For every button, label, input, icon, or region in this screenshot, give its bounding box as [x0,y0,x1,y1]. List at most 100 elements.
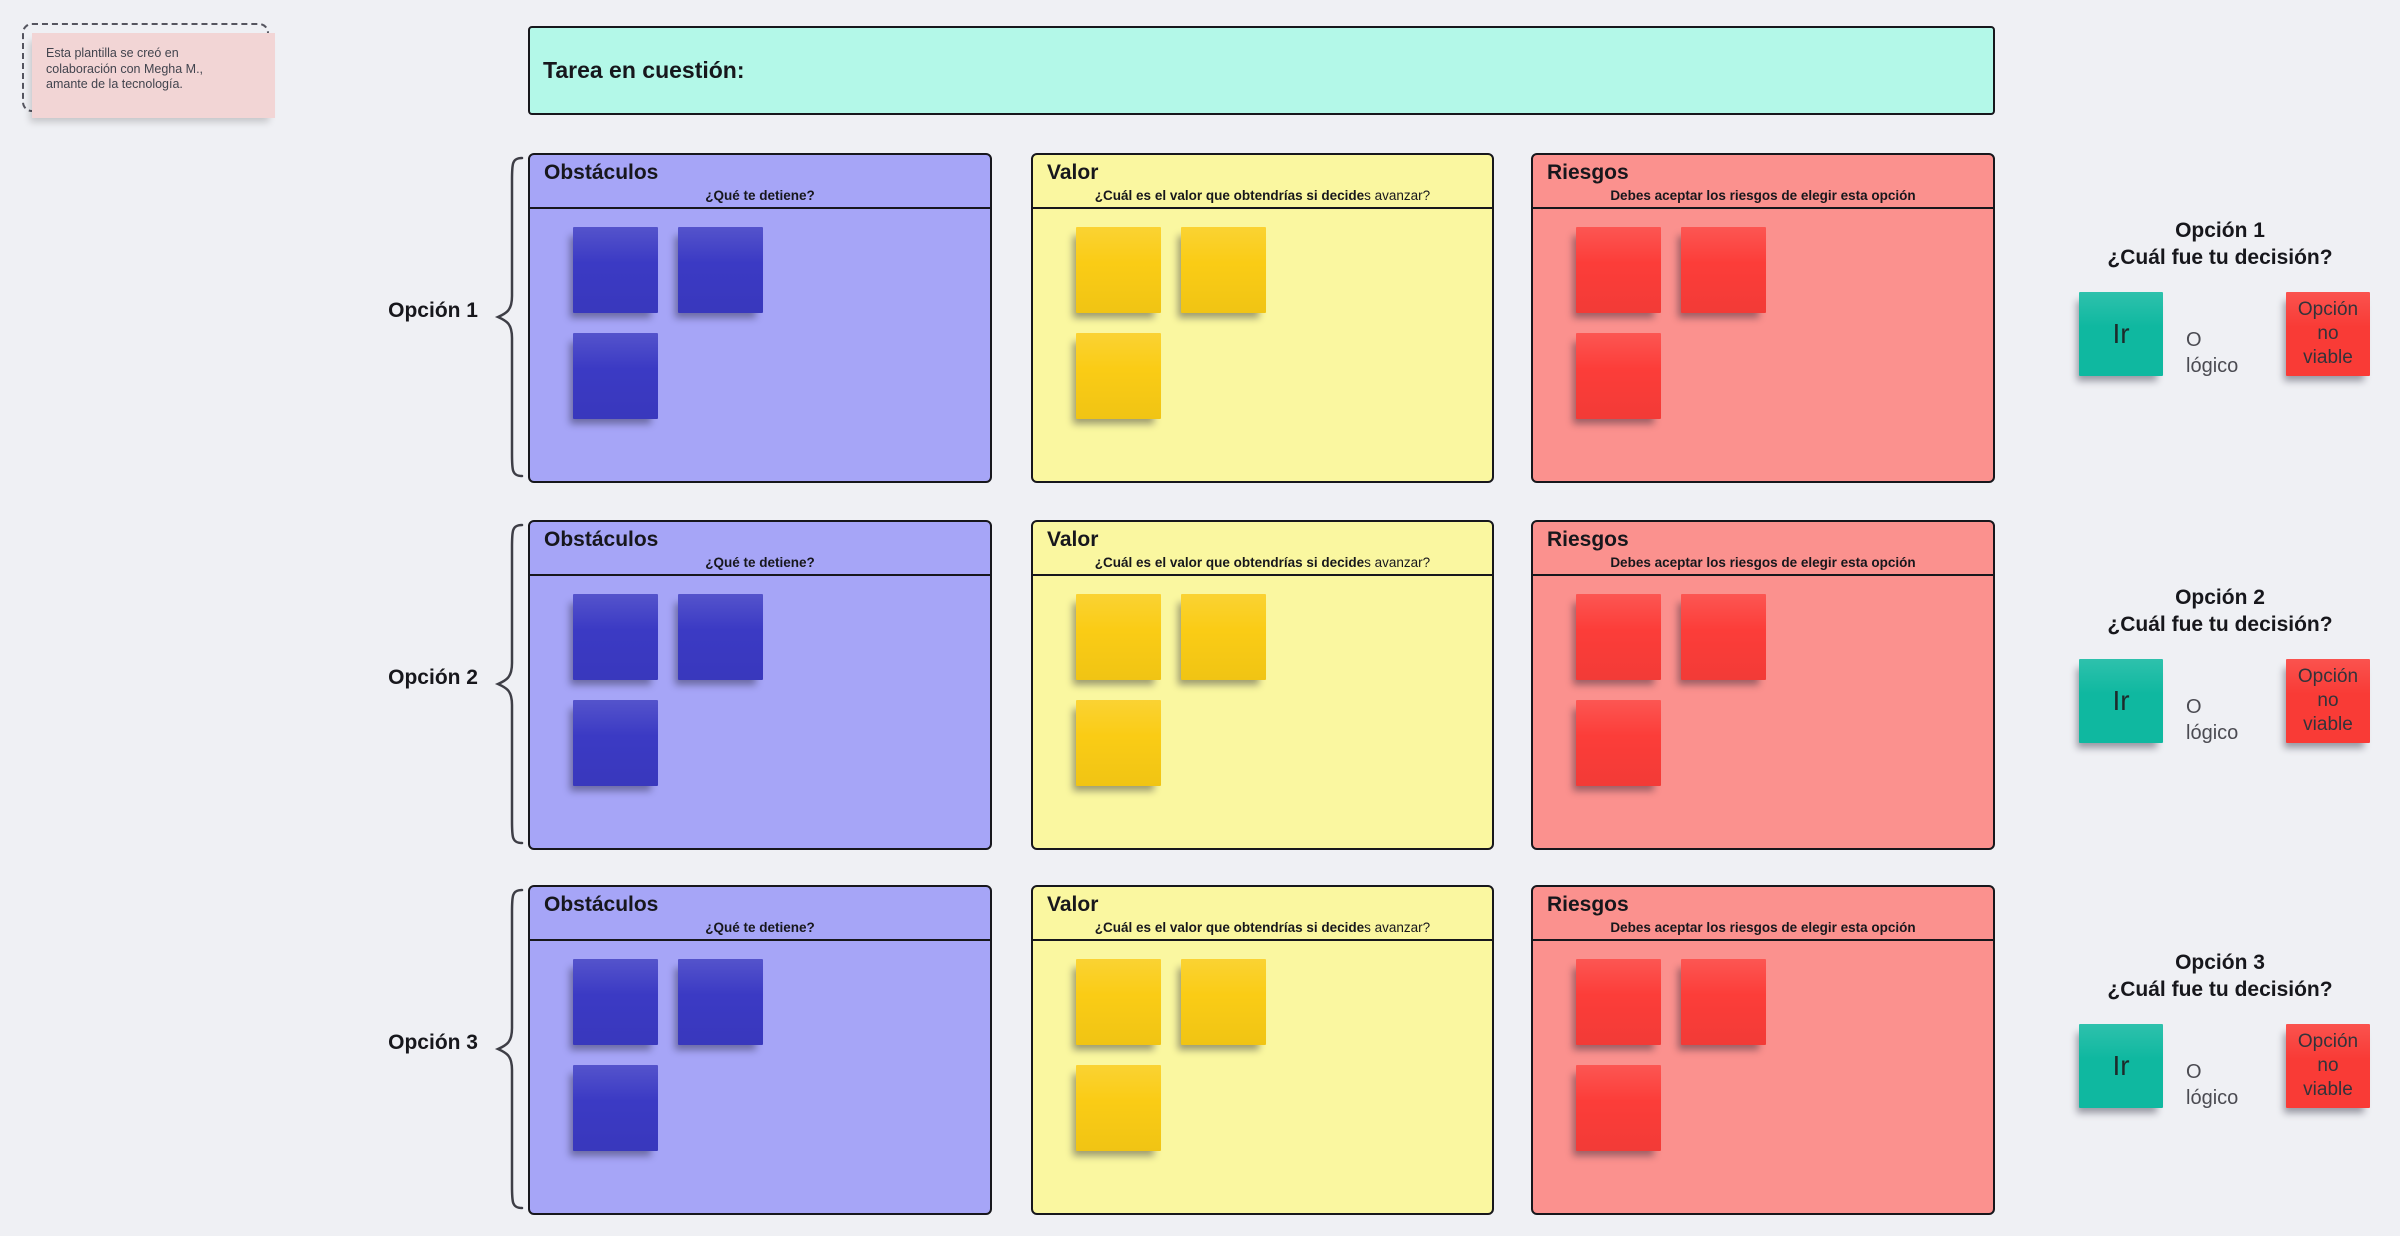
sticky-note[interactable] [1681,959,1766,1045]
row-brace-icon [494,888,524,1210]
intro-note-sticky[interactable]: Esta plantilla se creó en colaboración c… [32,33,275,118]
or-line2: lógico [2186,355,2239,377]
sticky-note[interactable] [1076,594,1161,680]
panel-subtitle: ¿Qué te detiene? [530,555,990,570]
panel-subtitle-tail: s avanzar? [1364,555,1431,570]
panel-title: Obstáculos [544,161,659,184]
decision-title-line1: Opción 3 [2175,951,2265,974]
sticky-note[interactable] [1076,1065,1161,1151]
panel-title: Obstáculos [544,893,659,916]
go-sticky[interactable]: Ir [2079,292,2163,376]
not-viable-line3: viable [2303,714,2353,735]
panel-subtitle-bold: ¿Qué te detiene? [705,920,815,935]
sticky-note[interactable] [1576,959,1661,1045]
not-viable-line2: no [2317,1055,2339,1076]
sticky-note[interactable] [1181,594,1266,680]
panel-subtitle: ¿Qué te detiene? [530,188,990,203]
decision-area-3: Opción 3 ¿Cuál fue tu decisión? Ir O lóg… [2010,949,2400,1169]
row-label-option-3: Opción 3 [388,1031,478,1054]
sticky-note[interactable] [678,959,763,1045]
or-line1: O [2186,329,2202,351]
sticky-note[interactable] [1576,333,1661,419]
panel-title: Valor [1047,893,1099,916]
panel-title: Valor [1047,528,1099,551]
or-logic-text: O lógico [2186,327,2238,379]
row-label-option-1: Opción 1 [388,299,478,322]
sticky-note[interactable] [678,594,763,680]
panel-subtitle-bold: ¿Cuál es el valor que obtendrías si deci… [1094,555,1365,570]
panel-subtitle-bold: Debes aceptar los riesgos de elegir esta… [1610,188,1916,203]
riesgos-panel[interactable]: Riesgos Debes aceptar los riesgos de ele… [1531,520,1995,850]
panel-subtitle-bold: ¿Qué te detiene? [705,188,815,203]
not-viable-line3: viable [2303,1079,2353,1100]
panel-subtitle: ¿Qué te detiene? [530,920,990,935]
sticky-note[interactable] [573,594,658,680]
option-row-3: Opción 3 Obstáculos ¿Qué te detiene? Val… [0,885,2400,1225]
decision-title-line1: Opción 2 [2175,586,2265,609]
sticky-note[interactable] [573,227,658,313]
sticky-note[interactable] [573,1065,658,1151]
sticky-note[interactable] [1076,333,1161,419]
decision-area-1: Opción 1 ¿Cuál fue tu decisión? Ir O lóg… [2010,217,2400,437]
sticky-note[interactable] [678,227,763,313]
option-row-2: Opción 2 Obstáculos ¿Qué te detiene? Val… [0,520,2400,860]
or-logic-text: O lógico [2186,694,2238,746]
sticky-note[interactable] [1576,594,1661,680]
decision-title: Opción 2 ¿Cuál fue tu decisión? [2010,584,2400,638]
sticky-note[interactable] [1181,227,1266,313]
panel-title: Valor [1047,161,1099,184]
panel-header: Obstáculos ¿Qué te detiene? [530,522,990,576]
sticky-note[interactable] [1076,959,1161,1045]
or-line1: O [2186,1061,2202,1083]
obstaculos-panel[interactable]: Obstáculos ¿Qué te detiene? [528,885,992,1215]
not-viable-line2: no [2317,323,2339,344]
panel-header: Obstáculos ¿Qué te detiene? [530,887,990,941]
sticky-note[interactable] [573,700,658,786]
sticky-note[interactable] [1681,227,1766,313]
panel-subtitle-bold: ¿Cuál es el valor que obtendrías si deci… [1094,920,1365,935]
not-viable-sticky[interactable]: Opción no viable [2286,292,2370,376]
panel-subtitle: Debes aceptar los riesgos de elegir esta… [1533,188,1993,203]
panel-subtitle-tail: s avanzar? [1364,188,1431,203]
go-sticky[interactable]: Ir [2079,1024,2163,1108]
obstaculos-panel[interactable]: Obstáculos ¿Qué te detiene? [528,153,992,483]
row-brace-icon [494,156,524,478]
not-viable-line1: Opción [2297,666,2359,687]
sticky-note[interactable] [1181,959,1266,1045]
sticky-note[interactable] [1681,594,1766,680]
decision-title-line2: ¿Cuál fue tu decisión? [2107,978,2333,1001]
intro-note-text: Esta plantilla se creó en colaboración c… [46,46,204,91]
panel-subtitle-tail: s avanzar? [1364,920,1431,935]
panel-subtitle-bold: ¿Qué te detiene? [705,555,815,570]
decision-title-line2: ¿Cuál fue tu decisión? [2107,246,2333,269]
riesgos-panel[interactable]: Riesgos Debes aceptar los riesgos de ele… [1531,885,1995,1215]
valor-panel[interactable]: Valor ¿Cuál es el valor que obtendrías s… [1031,153,1494,483]
sticky-note[interactable] [573,333,658,419]
task-banner[interactable]: Tarea en cuestión: [528,26,1995,115]
decision-title: Opción 3 ¿Cuál fue tu decisión? [2010,949,2400,1003]
panel-subtitle: Debes aceptar los riesgos de elegir esta… [1533,920,1993,935]
sticky-note[interactable] [1576,700,1661,786]
riesgos-panel[interactable]: Riesgos Debes aceptar los riesgos de ele… [1531,153,1995,483]
or-logic-text: O lógico [2186,1059,2238,1111]
panel-title: Riesgos [1547,528,1629,551]
not-viable-line1: Opción [2297,1031,2359,1052]
go-sticky-label: Ir [2112,1050,2130,1081]
panel-subtitle: ¿Cuál es el valor que obtendrías si deci… [1033,188,1492,203]
sticky-note[interactable] [573,959,658,1045]
valor-panel[interactable]: Valor ¿Cuál es el valor que obtendrías s… [1031,520,1494,850]
panel-subtitle-bold: ¿Cuál es el valor que obtendrías si deci… [1094,188,1365,203]
obstaculos-panel[interactable]: Obstáculos ¿Qué te detiene? [528,520,992,850]
sticky-note[interactable] [1576,227,1661,313]
go-sticky[interactable]: Ir [2079,659,2163,743]
not-viable-sticky[interactable]: Opción no viable [2286,659,2370,743]
sticky-note[interactable] [1576,1065,1661,1151]
not-viable-sticky[interactable]: Opción no viable [2286,1024,2370,1108]
panel-header: Riesgos Debes aceptar los riesgos de ele… [1533,887,1993,941]
panel-header: Valor ¿Cuál es el valor que obtendrías s… [1033,155,1492,209]
sticky-note[interactable] [1076,700,1161,786]
valor-panel[interactable]: Valor ¿Cuál es el valor que obtendrías s… [1031,885,1494,1215]
sticky-note[interactable] [1076,227,1161,313]
panel-header: Riesgos Debes aceptar los riesgos de ele… [1533,155,1993,209]
